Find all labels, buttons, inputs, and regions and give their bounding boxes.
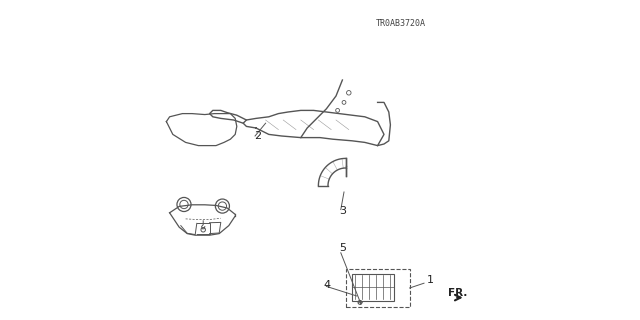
Bar [346, 269, 410, 307]
Text: 3: 3 [339, 206, 346, 216]
Text: 4: 4 [323, 280, 330, 290]
Text: 5: 5 [339, 243, 346, 253]
Text: 2: 2 [254, 131, 262, 141]
Text: 1: 1 [428, 275, 434, 285]
Bar [352, 274, 394, 301]
Text: TR0AB3720A: TR0AB3720A [376, 19, 426, 28]
Text: FR.: FR. [448, 288, 467, 298]
